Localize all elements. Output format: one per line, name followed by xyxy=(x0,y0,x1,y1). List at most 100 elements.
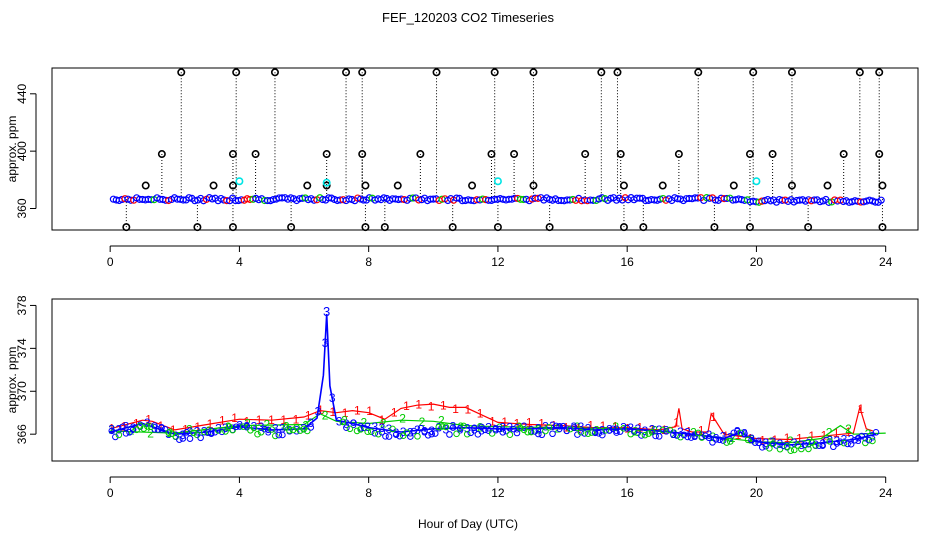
top-cyan-point xyxy=(493,177,502,186)
bottom-circle-point xyxy=(200,428,208,436)
bottom-circle-point xyxy=(375,430,382,438)
bottom-circle-point xyxy=(872,428,880,436)
series-3-marker: 3 xyxy=(556,421,563,435)
top-baseline-point xyxy=(636,194,644,202)
bottom-circle-point xyxy=(698,434,706,441)
series-3-marker: 3 xyxy=(108,423,115,437)
bottom-y-tick-label: 374 xyxy=(15,338,29,358)
top-baseline-point xyxy=(877,196,885,204)
series-3-marker: 3 xyxy=(329,391,336,405)
bottom-circle-point xyxy=(471,424,478,432)
bottom-circle-point xyxy=(474,431,482,438)
bottom-circle-point xyxy=(112,433,119,441)
top-x-tick-label: 8 xyxy=(365,255,372,269)
series-3-marker: 3 xyxy=(414,423,421,437)
bottom-circle-point xyxy=(844,440,851,448)
bottom-circle-point xyxy=(268,426,276,433)
top-black-mid-point xyxy=(768,150,777,159)
top-black-small-point xyxy=(393,181,402,190)
series-1-marker: 1 xyxy=(415,398,422,412)
series-3-marker: 3 xyxy=(713,431,720,445)
top-black-mid-point xyxy=(251,150,260,159)
series-1-marker: 1 xyxy=(231,411,238,425)
bottom-circle-point xyxy=(762,442,770,450)
top-black-small-point xyxy=(619,181,628,190)
top-black-mid-point xyxy=(157,150,166,159)
series-2-marker: 2 xyxy=(845,422,852,436)
top-x-tick-label: 0 xyxy=(107,255,114,269)
top-baseline-point xyxy=(380,194,388,202)
series-2-marker: 2 xyxy=(264,417,271,431)
bottom-circle-point xyxy=(854,434,862,442)
bottom-circle-point xyxy=(119,423,126,431)
series-3-marker: 3 xyxy=(229,422,236,436)
bottom-y-tick-label: 370 xyxy=(15,381,29,401)
top-black-high-point xyxy=(694,68,703,77)
top-black-mid-point xyxy=(416,150,425,159)
series-1-marker: 1 xyxy=(440,399,447,413)
bottom-circle-point xyxy=(538,431,546,439)
bottom-circle-point xyxy=(687,434,695,441)
series-1-marker: 1 xyxy=(452,402,459,416)
series-3-marker: 3 xyxy=(222,421,229,435)
series-1-marker: 1 xyxy=(158,419,165,433)
series-2-marker: 2 xyxy=(147,426,154,440)
bottom-panel-frame xyxy=(51,298,919,462)
series-1-marker: 1 xyxy=(636,420,643,434)
series-3-marker: 3 xyxy=(279,421,286,435)
series-3-marker: 3 xyxy=(691,429,698,443)
series-1-marker: 1 xyxy=(772,433,779,447)
series-2-marker: 2 xyxy=(729,431,736,445)
series-1-line xyxy=(110,403,873,441)
series-2-marker: 2 xyxy=(302,419,309,433)
series-3-marker: 3 xyxy=(592,424,599,438)
series-3-marker: 3 xyxy=(748,432,755,446)
top-marks xyxy=(109,68,887,232)
bottom-circle-point xyxy=(449,424,457,431)
bottom-circle-point xyxy=(606,427,613,434)
series-3-marker: 3 xyxy=(251,419,258,433)
top-black-low-point xyxy=(545,223,554,232)
top-x-tick-label: 24 xyxy=(879,255,893,269)
series-3-marker: 3 xyxy=(798,438,805,452)
top-x-tick-label: 16 xyxy=(620,255,634,269)
series-1-marker: 1 xyxy=(280,413,287,427)
bottom-circle-point xyxy=(300,425,308,433)
top-black-small-point xyxy=(209,181,218,190)
series-3-marker: 3 xyxy=(677,425,684,439)
series-3-marker: 3 xyxy=(528,423,535,437)
series-1-marker: 1 xyxy=(194,420,201,434)
bottom-circle-point xyxy=(271,432,279,440)
bottom-circle-point xyxy=(510,425,517,433)
bottom-x-tick-label: 4 xyxy=(236,486,243,500)
bottom-y-tick-label: 378 xyxy=(15,295,29,315)
bottom-circle-point xyxy=(208,430,215,437)
bottom-circle-point xyxy=(673,432,681,439)
series-3-marker: 3 xyxy=(670,427,677,441)
top-black-low-point xyxy=(361,223,370,232)
bottom-circle-point xyxy=(296,427,304,434)
bottom-circle-point xyxy=(716,436,723,444)
top-black-low-point xyxy=(639,223,648,232)
bottom-circle-point xyxy=(350,419,357,426)
bottom-y-tick-label: 366 xyxy=(15,424,29,444)
bottom-x-tick-label: 8 xyxy=(365,486,372,500)
top-black-low-point xyxy=(448,223,457,232)
series-3-marker: 3 xyxy=(215,422,222,436)
series-2-marker: 2 xyxy=(283,420,290,434)
bottom-circle-point xyxy=(826,438,834,445)
top-black-low-point xyxy=(710,223,719,232)
bottom-circle-point xyxy=(815,442,823,450)
bottom-circle-point xyxy=(645,430,652,437)
bottom-circle-point xyxy=(702,432,709,440)
series-2-marker: 2 xyxy=(826,426,833,440)
top-panel-frame xyxy=(51,67,919,231)
bottom-circle-point xyxy=(730,429,738,437)
series-3-marker: 3 xyxy=(386,422,393,436)
series-1-marker: 1 xyxy=(538,416,545,430)
series-3-marker: 3 xyxy=(585,421,592,435)
bottom-circle-point xyxy=(254,430,261,438)
series-3-marker: 3 xyxy=(826,433,833,447)
series-1-marker: 1 xyxy=(428,399,435,413)
bottom-circle-point xyxy=(371,430,379,437)
